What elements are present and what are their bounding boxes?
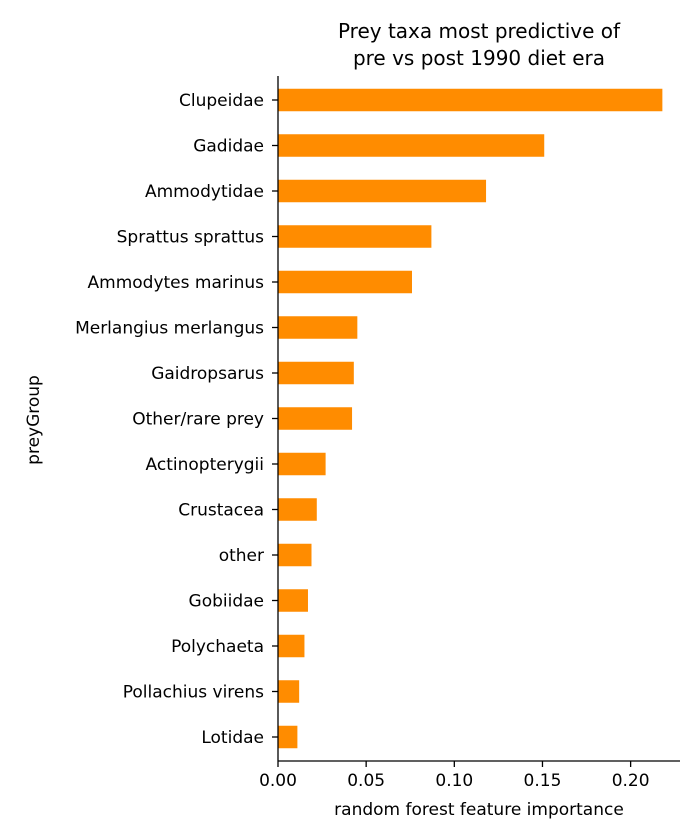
y-tick-label: Sprattus sprattus (117, 228, 265, 248)
bar-crustacea (278, 498, 317, 521)
bar-pollachius-virens (278, 680, 300, 703)
y-tick-label: Actinopterygii (146, 455, 264, 475)
bar-ammodytidae (278, 179, 487, 203)
bar-gaidropsarus (278, 361, 354, 385)
bar-other (278, 543, 312, 567)
bar-gadidae (278, 134, 545, 157)
bar-other-rare-prey (278, 407, 353, 430)
x-tick-label: 0.00 (259, 771, 297, 791)
x-tick-label: 0.05 (347, 771, 385, 791)
y-axis-label: preyGroup (24, 375, 44, 465)
y-tick-label: Merlangius merlangus (75, 319, 264, 339)
bar-merlangius-merlangus (278, 316, 358, 339)
y-tick-label: other (219, 546, 264, 566)
y-tick-label: Gobiidae (189, 592, 264, 612)
bar-polychaeta (278, 634, 305, 658)
y-tick-label: Other/rare prey (132, 410, 264, 430)
bar-clupeidae (278, 88, 663, 112)
chart-title-line-1: Prey taxa most predictive of (338, 19, 621, 43)
y-tick-label: Clupeidae (179, 91, 264, 111)
x-tick-label: 0.20 (612, 771, 650, 791)
y-tick-label: Crustacea (178, 501, 264, 521)
y-tick-label: Ammodytidae (145, 182, 264, 202)
chart-title-line-2: pre vs post 1990 diet era (353, 46, 605, 70)
bar-actinopterygii (278, 452, 326, 476)
y-tick-label: Lotidae (201, 728, 264, 748)
y-tick-labels: Clupeidae Gadidae Ammodytidae Sprattus spra… (75, 91, 278, 748)
x-tick-labels: 0.00 0.05 0.10 0.15 0.20 (259, 761, 650, 791)
bar-ammodytes-marinus (278, 270, 412, 294)
y-tick-label: Pollachius virens (123, 683, 264, 703)
bar-sprattus-sprattus (278, 225, 432, 248)
x-axis-label: random forest feature importance (334, 800, 624, 820)
y-tick-label: Gaidropsarus (151, 364, 264, 384)
x-tick-label: 0.10 (435, 771, 473, 791)
bar-gobiidae (278, 589, 308, 612)
y-tick-label: Polychaeta (171, 637, 264, 657)
x-tick-label: 0.15 (524, 771, 562, 791)
y-tick-label: Gadidae (193, 137, 264, 157)
bars-group (278, 88, 663, 749)
y-tick-label: Ammodytes marinus (88, 273, 265, 293)
bar-lotidae (278, 725, 298, 749)
